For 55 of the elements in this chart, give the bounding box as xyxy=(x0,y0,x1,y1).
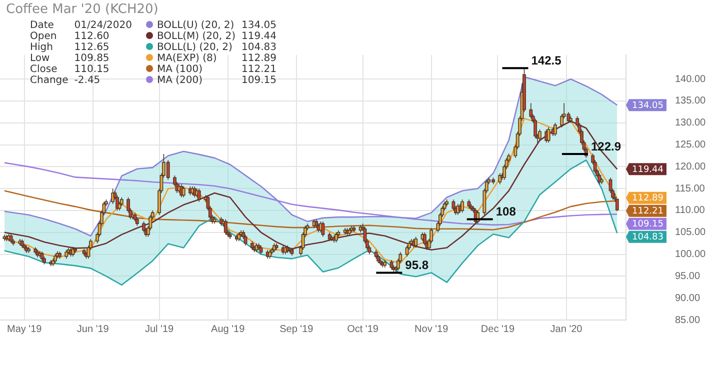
legend-label: MA(EXP) (8) xyxy=(156,53,218,64)
text: 112.65 xyxy=(74,42,110,53)
y-tick-label: 130.00 xyxy=(675,118,706,129)
annotation: 95.8 xyxy=(405,258,429,272)
y-tick-label: 115.00 xyxy=(675,183,706,194)
y-tick-label: 95.00 xyxy=(675,270,700,282)
x-tick-label: Jun '19 xyxy=(76,324,110,335)
chart-title: Coffee Mar '20 (KCH20) xyxy=(6,2,158,17)
data-label: 119.44 xyxy=(632,164,664,175)
text: 112.21 xyxy=(242,64,276,75)
text: 112.60 xyxy=(74,31,110,42)
data-label: 134.05 xyxy=(632,100,664,111)
y-tick-label: 120.00 xyxy=(675,161,706,172)
annotation: 108 xyxy=(496,204,516,219)
text: 109.15 xyxy=(242,75,276,86)
x-tick-label: May '19 xyxy=(6,324,42,335)
annotation: 110.15 xyxy=(74,64,110,75)
data-label: 112.21 xyxy=(632,206,664,217)
text: 119.44 xyxy=(242,31,276,42)
data-label: 112.89 xyxy=(632,194,664,204)
text: 01/24/2020 xyxy=(74,20,133,31)
legend-label: BOLL(M) (20, 2) xyxy=(156,31,236,42)
y-tick-label: 135.00 xyxy=(675,96,706,107)
legend-label: MA (200) xyxy=(156,75,204,86)
y-tick-label: 125.00 xyxy=(675,140,706,151)
annotation: Close xyxy=(30,64,58,75)
y-tick-label: 100.00 xyxy=(675,249,706,260)
x-tick-label: Oct '19 xyxy=(347,324,379,335)
data-label: 104.83 xyxy=(632,232,664,243)
text: 134.05 xyxy=(242,20,276,31)
annotation: 109.85 xyxy=(74,53,110,64)
annotation: 142.5 xyxy=(531,53,562,68)
x-tick-label: Jan '20 xyxy=(550,324,583,335)
x-tick-label: Jul '19 xyxy=(144,324,174,335)
y-tick-label: 105.00 xyxy=(675,227,706,238)
legend-label: BOLL(L) (20, 2) xyxy=(156,42,234,53)
y-tick-label: 90.00 xyxy=(675,292,700,304)
text: Open xyxy=(30,31,58,42)
legend-label: BOLL(U) (20, 2) xyxy=(156,20,236,31)
data-label: 109.15 xyxy=(632,220,664,230)
x-tick-label: Sep '19 xyxy=(280,324,314,335)
y-tick-label: 85.00 xyxy=(675,314,700,326)
text: High xyxy=(30,42,53,53)
x-tick-label: Dec '19 xyxy=(480,324,515,335)
y-tick-label: 140.00 xyxy=(675,74,706,85)
y-tick-label: 110.00 xyxy=(675,205,706,216)
text: 104.83 xyxy=(242,42,276,53)
legend-label: MA (100) xyxy=(156,64,204,75)
annotation: Change xyxy=(30,75,70,86)
annotation: Low xyxy=(30,53,51,64)
x-tick-label: Aug '19 xyxy=(211,324,246,335)
text: Date xyxy=(30,20,55,31)
text: 112.89 xyxy=(242,53,276,64)
annotation: -2.45 xyxy=(74,75,102,86)
x-tick-label: Nov '19 xyxy=(414,324,449,335)
